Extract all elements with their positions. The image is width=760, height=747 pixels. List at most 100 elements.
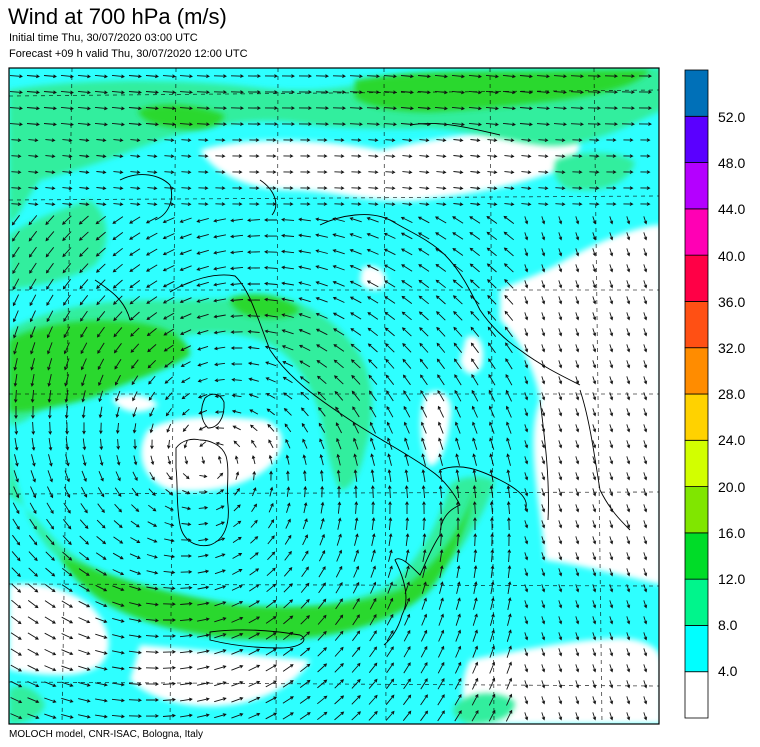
wind-arrow [609, 488, 614, 497]
wind-arrow [400, 248, 413, 256]
wind-arrow [502, 106, 516, 111]
wind-arrow [349, 248, 362, 255]
wind-arrow [180, 361, 191, 367]
wind-arrow [558, 216, 563, 225]
wind-arrow [94, 90, 108, 95]
wind-arrow [112, 650, 125, 655]
wind-arrow [609, 712, 614, 721]
colorbar-swatch [684, 301, 709, 349]
wind-arrow [64, 390, 69, 403]
wind-arrow [11, 599, 22, 609]
wind-arrow [485, 74, 499, 79]
wind-arrow [609, 472, 614, 481]
wind-arrow [486, 263, 497, 273]
wind-arrow [626, 328, 631, 337]
wind-arrow [234, 455, 239, 464]
wind-arrow [213, 234, 226, 239]
forecast-valid-text: Forecast +09 h valid Thu, 30/07/2020 12:… [9, 48, 248, 60]
wind-arrow [454, 693, 462, 706]
wind-arrow [402, 170, 413, 175]
wind-arrow [370, 437, 376, 450]
wind-arrow [368, 138, 379, 142]
wind-arrow [96, 170, 107, 175]
wind-arrow [128, 106, 142, 111]
wind-arrow [12, 246, 20, 258]
wind-arrow [283, 599, 294, 609]
wind-arrow [490, 517, 494, 531]
wind-arrow [319, 469, 324, 482]
wind-arrow [521, 202, 532, 207]
wind-arrow [368, 694, 378, 705]
wind-arrow [351, 374, 361, 385]
wind-arrow [130, 202, 141, 207]
wind-arrow [164, 522, 175, 527]
wind-arrow [368, 170, 379, 174]
wind-arrow [367, 312, 379, 320]
wind-arrow [352, 406, 360, 418]
wind-arrow [558, 360, 563, 369]
wind-arrow [181, 522, 192, 527]
wind-arrow [451, 106, 465, 111]
wind-arrow [558, 392, 563, 401]
wind-arrow [317, 711, 328, 721]
wind-arrow [383, 264, 396, 272]
wind-arrow [575, 264, 580, 273]
wind-arrow [524, 632, 529, 641]
wind-arrow [541, 680, 546, 689]
wind-arrow [302, 438, 308, 449]
wind-arrow [79, 551, 90, 561]
wind-arrow [506, 693, 513, 706]
wind-arrow [113, 311, 123, 322]
wind-arrow [369, 630, 377, 642]
wind-arrow [230, 106, 244, 110]
wind-arrow [213, 346, 226, 351]
wind-arrow [351, 695, 361, 705]
wind-arrow [96, 138, 107, 143]
wind-arrow [387, 581, 394, 594]
wind-arrow [264, 297, 278, 302]
wind-arrow [334, 154, 345, 158]
wind-arrow [401, 264, 413, 272]
wind-arrow [404, 613, 411, 626]
wind-arrow [436, 138, 447, 143]
wind-arrow [214, 601, 227, 607]
wind-arrow [643, 264, 648, 273]
wind-arrow [81, 486, 88, 498]
wind-arrow [507, 565, 512, 579]
wind-arrow [366, 106, 380, 111]
wind-arrow [265, 377, 276, 383]
wind-arrow [12, 262, 20, 275]
wind-arrow [197, 617, 210, 622]
wind-arrow [524, 584, 529, 593]
wind-arrow [643, 600, 648, 609]
wind-arrow [469, 263, 480, 273]
wind-arrow [575, 488, 580, 497]
wind-arrow [353, 565, 360, 578]
wind-arrow [609, 552, 614, 561]
wind-arrow [519, 122, 533, 127]
wind-arrow [570, 90, 584, 95]
wind-arrow [420, 374, 428, 386]
wind-arrow [626, 600, 631, 609]
wind-arrow [455, 485, 460, 499]
wind-arrow [298, 297, 311, 303]
colorbar-label-4: 4.0 [718, 663, 738, 679]
wind-arrow [214, 410, 225, 414]
wind-arrow [315, 328, 328, 336]
wind-arrow [503, 215, 515, 224]
wind-arrow [45, 154, 56, 159]
wind-arrow [281, 90, 295, 94]
wind-arrow [26, 106, 40, 111]
wind-arrow [437, 421, 444, 434]
wind-arrow [62, 263, 72, 274]
wind-arrow [266, 170, 277, 174]
wind-arrow [113, 170, 124, 175]
wind-arrow [524, 216, 529, 225]
wind-arrow [592, 536, 597, 545]
wind-arrow [317, 614, 327, 625]
wind-arrow [298, 328, 311, 335]
wind-arrow [147, 186, 158, 191]
wind-arrow [235, 471, 240, 480]
wind-arrow [351, 154, 362, 158]
wind-arrow [94, 106, 108, 111]
